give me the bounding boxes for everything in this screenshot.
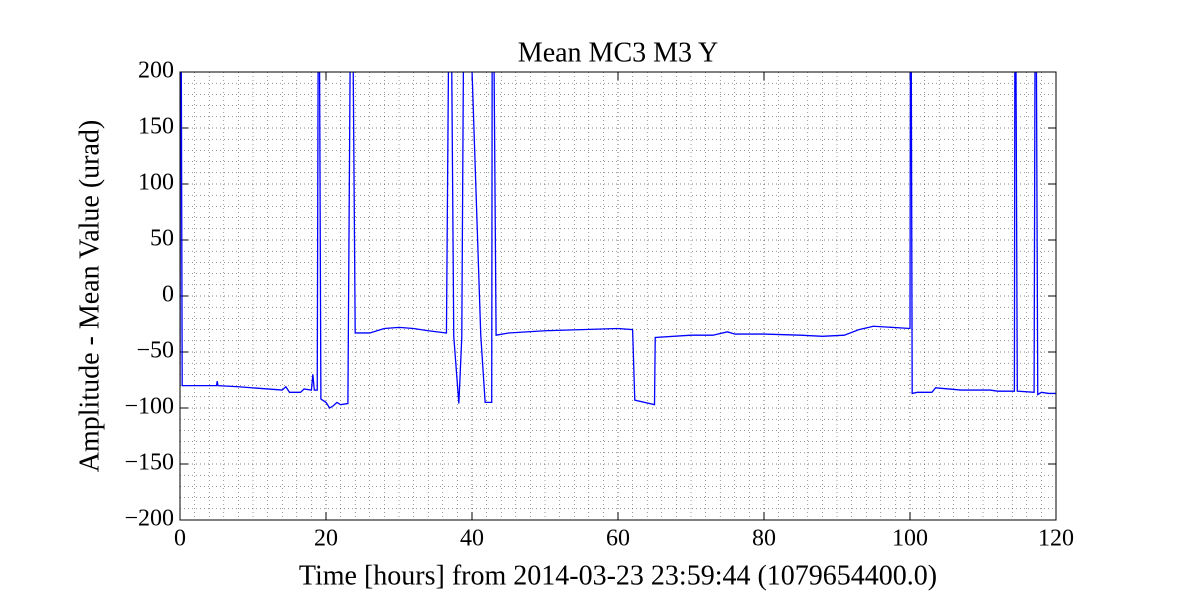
x-tick-label: 20	[314, 526, 338, 552]
y-tick-label: −50	[136, 338, 174, 364]
x-tick-label: 100	[892, 526, 928, 552]
y-tick-label: −100	[124, 394, 174, 420]
y-tick-label: 50	[150, 226, 174, 252]
x-tick-label: 40	[460, 526, 484, 552]
y-tick-label: 150	[138, 114, 174, 140]
line-series	[180, 72, 1056, 409]
x-tick-label: 60	[606, 526, 630, 552]
x-tick-label: 80	[752, 526, 776, 552]
chart-title: Mean MC3 M3 Y	[518, 37, 718, 68]
y-tick-label: −200	[124, 506, 174, 532]
x-tick-label: 120	[1038, 526, 1074, 552]
y-tick-label: −150	[124, 450, 174, 476]
y-tick-label: 0	[162, 282, 174, 308]
y-tick-label: 200	[138, 58, 174, 84]
y-tick-label: 100	[138, 170, 174, 196]
plot-area	[180, 72, 1056, 409]
x-axis-label: Time [hours] from 2014-03-23 23:59:44 (1…	[299, 560, 937, 591]
x-tick-label: 0	[174, 526, 186, 552]
y-axis-label: Amplitude - Mean Value (urad)	[74, 120, 105, 473]
plot-frame	[179, 71, 1057, 521]
